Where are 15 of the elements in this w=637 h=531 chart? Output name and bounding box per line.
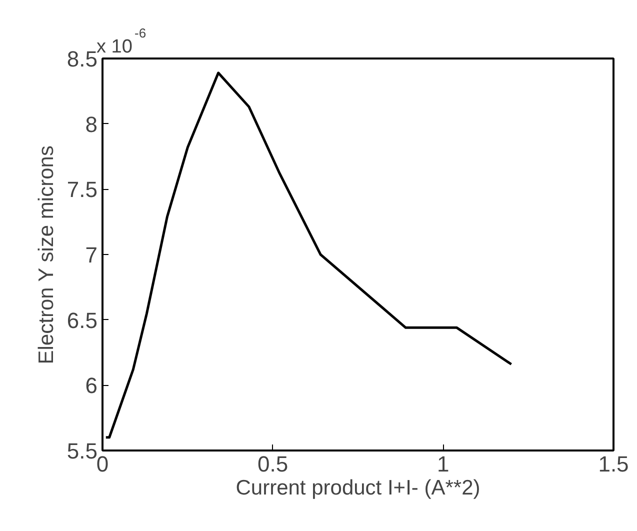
line-series	[104, 72, 513, 439]
x-tick-label: 0.5	[258, 452, 288, 476]
y-tick-label: 8	[85, 112, 98, 137]
y-tick-label: 7.5	[66, 177, 98, 202]
text: x 10-6	[96, 26, 146, 58]
y-tick-label: 6	[85, 373, 98, 398]
y-tick-label: 8.5	[66, 46, 98, 72]
x-tick-label: 0	[96, 452, 109, 476]
y-axis-title: Electron Y size microns	[34, 146, 58, 364]
x-tick-label: 1.5	[598, 452, 629, 476]
x-axis-title: Current product I+I- (A**2)	[236, 476, 480, 500]
y-tick-label: 7	[85, 242, 98, 268]
y-tick-label: 6.5	[66, 308, 98, 333]
y-tick-label: 5.5	[66, 438, 98, 464]
x-tick-label: 1	[437, 452, 450, 476]
